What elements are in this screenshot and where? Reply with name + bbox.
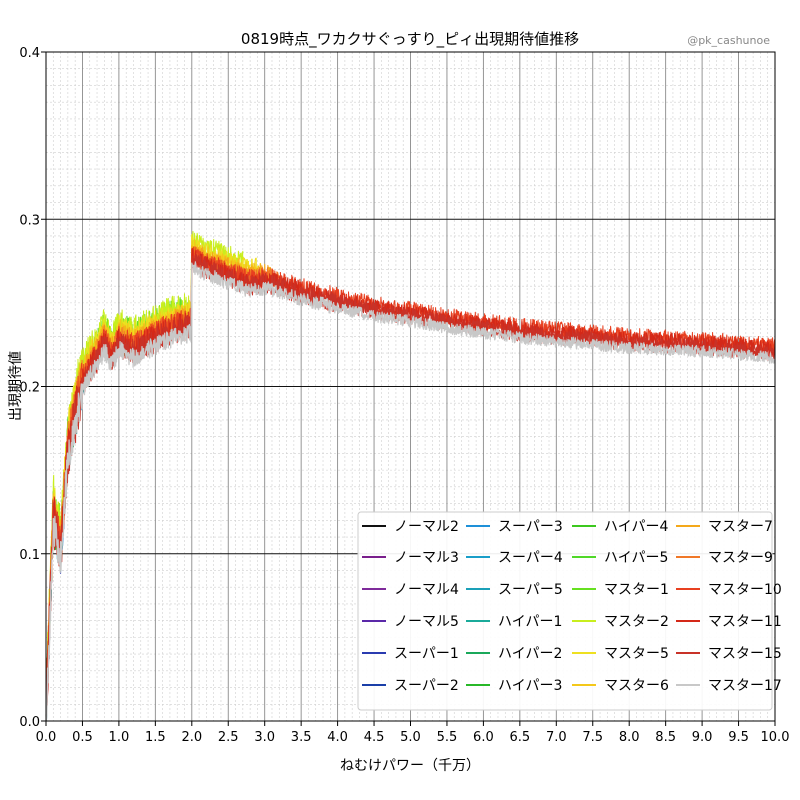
legend-label: マスター1: [604, 582, 669, 598]
legend-label: マスター5: [604, 646, 669, 662]
y-axis: 0.0 0.1 0.2 0.3 0.4: [19, 46, 46, 730]
legend-box: [357, 511, 773, 711]
x-tick-label: 0.5: [72, 730, 93, 745]
legend-label: マスター7: [708, 519, 773, 535]
y-tick-label: 0.3: [19, 213, 40, 228]
x-tick-label: 9.0: [692, 730, 713, 745]
legend-label: スーパー2: [394, 678, 459, 694]
legend-label: ノーマル3: [394, 550, 459, 566]
legend-label: ハイパー5: [604, 550, 668, 566]
y-tick-label: 0.1: [19, 548, 40, 563]
series-layer: [45, 231, 776, 722]
legend-label: ハイパー2: [498, 646, 562, 662]
x-tick-label: 1.0: [109, 730, 130, 745]
legend-label: マスター6: [604, 678, 669, 694]
legend-label: マスター11: [708, 614, 782, 630]
legend-label: マスター9: [708, 550, 773, 566]
y-tick-label: 0.4: [19, 46, 40, 61]
x-tick-label: 5.5: [437, 730, 458, 745]
y-axis-label: 出現期待値: [8, 351, 24, 421]
legend-label: スーパー5: [498, 582, 563, 598]
legend-label: ノーマル2: [394, 519, 459, 535]
x-tick-label: 4.0: [327, 730, 348, 745]
legend-label: スーパー1: [394, 646, 459, 662]
chart-title: 0819時点_ワカクサぐっすり_ピィ出現期待値推移: [241, 30, 579, 49]
x-tick-label: 3.0: [254, 730, 275, 745]
series-line: [45, 234, 258, 712]
legend-label: マスター2: [604, 614, 669, 630]
legend-label: スーパー3: [498, 519, 563, 535]
credit-text: @pk_cashunoe: [687, 34, 770, 47]
x-tick-label: 1.5: [145, 730, 166, 745]
x-tick-label: 3.5: [291, 730, 312, 745]
x-tick-label: 5.0: [400, 730, 421, 745]
legend-label: マスター15: [708, 646, 782, 662]
legend-label: ハイパー1: [498, 614, 562, 630]
x-tick-label: 6.5: [510, 730, 531, 745]
legend-label: マスター10: [708, 582, 782, 598]
x-tick-label: 8.0: [619, 730, 640, 745]
x-axis-label: ねむけパワー（千万）: [340, 758, 480, 774]
legend-label: マスター17: [708, 678, 782, 694]
x-tick-label: 6.0: [473, 730, 494, 745]
legend-label: ノーマル5: [394, 614, 459, 630]
x-tick-label: 0.0: [36, 730, 57, 745]
x-tick-label: 10.0: [761, 730, 790, 745]
legend-label: スーパー4: [498, 550, 563, 566]
x-tick-label: 7.5: [582, 730, 603, 745]
x-tick-label: 8.5: [655, 730, 676, 745]
legend-label: ハイパー3: [498, 678, 562, 694]
x-tick-label: 2.0: [181, 730, 202, 745]
x-tick-label: 7.0: [546, 730, 567, 745]
x-axis: 0.0 0.5 1.0 1.5 2.0 2.5 3.0 3.5 4.0 4.5 5.0 5.5 6.0 6…: [36, 721, 790, 745]
x-tick-label: 2.5: [218, 730, 239, 745]
legend: ノーマル2 ノーマル3 ノーマル4 ノーマル5 スーパー1 スーパー2 スーパー3 スーパー4…: [357, 511, 782, 711]
y-tick-label: 0.0: [19, 715, 40, 730]
x-tick-label: 9.5: [728, 730, 749, 745]
y-tick-label: 0.2: [19, 381, 40, 396]
x-tick-label: 4.5: [364, 730, 385, 745]
legend-label: ハイパー4: [604, 519, 668, 535]
legend-label: ノーマル4: [394, 582, 459, 598]
series-line: [45, 261, 776, 722]
